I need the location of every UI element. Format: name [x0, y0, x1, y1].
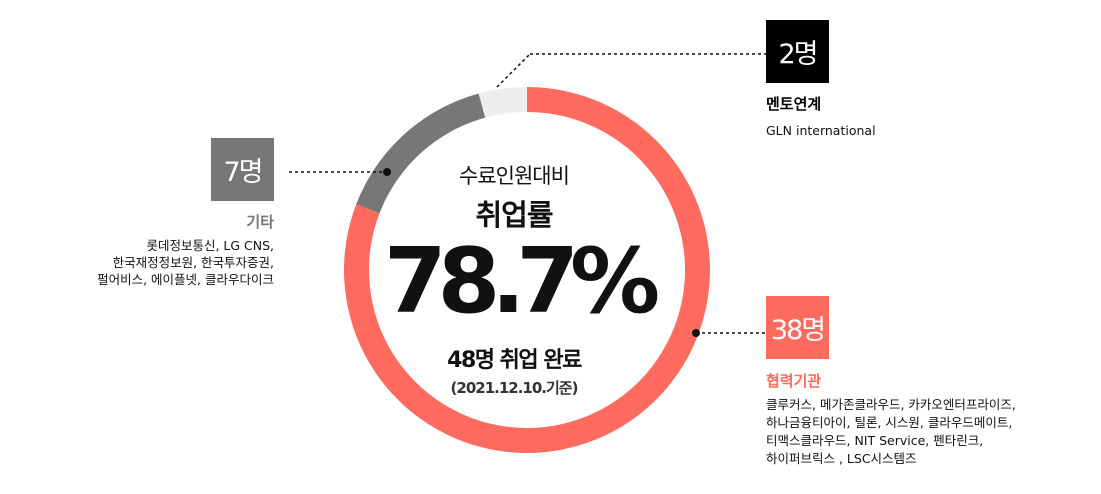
etc-company-line-2: 한국재정정보원, 한국투자증권, [112, 255, 274, 270]
donut-slice-2 [356, 93, 486, 214]
partner-company-line-3: 티맥스클라우드, NIT Service, 펜타린크, [766, 433, 984, 448]
leader-dot-partner [692, 329, 700, 337]
partner-category-name: 협력기관 [766, 372, 822, 390]
partner-company-line-4: 하이퍼브릭스 , LSC시스템즈 [766, 451, 917, 466]
partner-company-line-2: 하나금융티아이, 틸론, 시스원, 클라우드메이트, [766, 415, 1013, 430]
mentor-count-badge: 2명 [766, 20, 829, 83]
hired-summary: 48명 취업 완료 [447, 348, 582, 373]
as-of-date: (2021.12.10.기준) [450, 379, 579, 397]
etc-company-line-3: 펄어비스, 에이플넷, 클라우다이크 [97, 272, 274, 287]
center-title: 취업률 [475, 198, 553, 232]
leader-line-mentor [496, 53, 531, 88]
etc-company-line-1: 롯데정보통신, LG CNS, [146, 238, 274, 253]
partner-count-badge: 38명 [766, 296, 829, 359]
mentor-company-list: GLN international [766, 123, 876, 138]
etc-count-badge: 7명 [211, 138, 274, 201]
leader-dot-etc [383, 168, 391, 176]
employment-rate: 78.7% [384, 229, 660, 334]
donut-slice-3 [478, 87, 527, 118]
etc-category-name: 기타 [246, 213, 274, 231]
partner-company-line-1: 클루커스, 메가존클라우드, 카카오엔터프라이즈, [766, 397, 1016, 412]
mentor-category-name: 멘토연계 [766, 95, 822, 113]
center-subtitle: 수료인원대비 [459, 164, 570, 188]
